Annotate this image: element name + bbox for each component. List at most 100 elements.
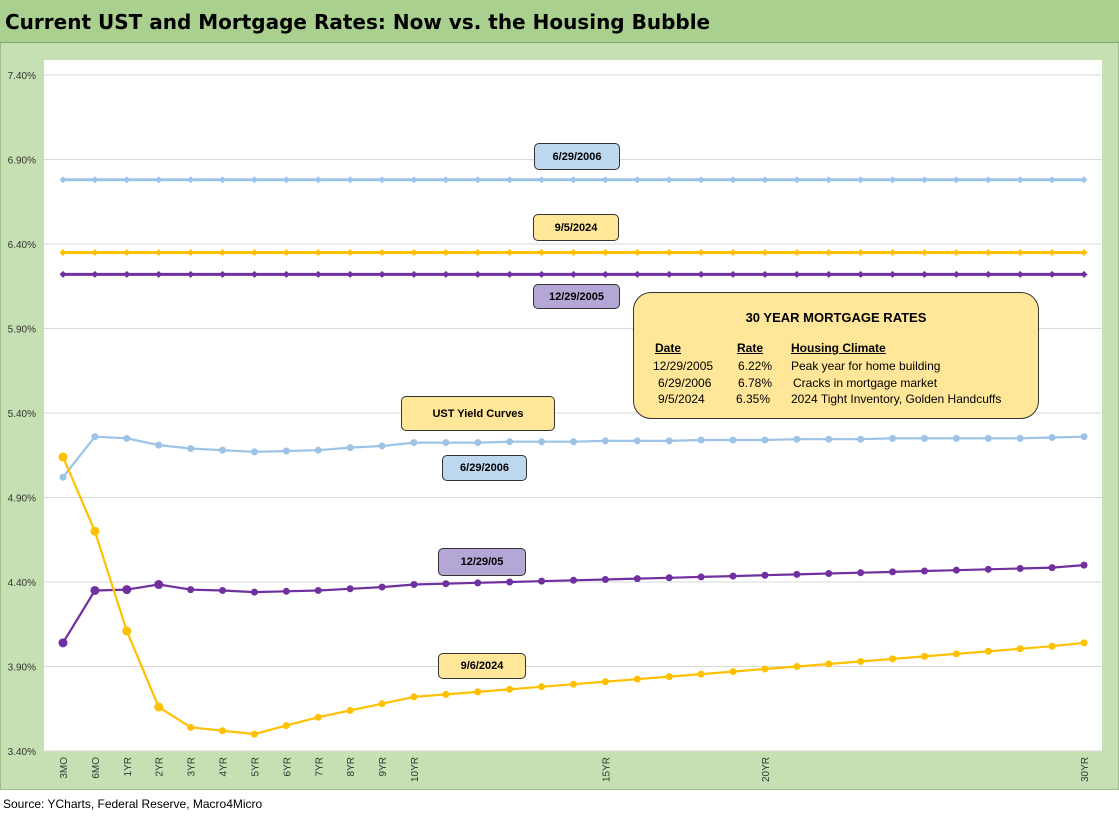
data-point [346,444,354,452]
data-point [155,270,163,278]
data-point [920,248,928,256]
data-point [793,270,801,278]
data-point [920,434,928,442]
data-point [857,435,865,443]
data-point [665,270,673,278]
data-point [729,176,737,184]
data-point [538,577,546,585]
data-point [761,270,769,278]
data-point [920,652,928,660]
mortgage-table-header-date: Date [655,341,682,355]
data-point [506,270,514,278]
data-point [410,439,418,447]
callout-ust-2005: 12/29/05 [438,548,526,576]
data-point [187,270,195,278]
x-tick-label: 3YR [187,757,198,776]
data-point [122,626,132,636]
data-point [1080,561,1088,569]
callout-mortgage-2005: 12/29/2005 [533,284,620,309]
data-point [570,176,577,184]
data-point [984,176,992,184]
data-point [378,442,386,450]
callout-ust-2006: 6/29/2006 [442,455,527,481]
x-tick-label: 7YR [314,757,325,776]
data-point [633,270,641,278]
data-point [570,576,577,584]
data-point [91,270,99,278]
data-point [697,176,705,184]
data-point [633,575,641,583]
data-point [601,678,609,686]
data-point [857,569,865,577]
data-point [857,248,865,256]
data-point [59,270,67,278]
data-point [1016,434,1024,442]
data-point [410,270,418,278]
data-point [378,176,386,184]
x-tick-label: 1YR [123,757,134,776]
data-point [952,650,960,658]
data-point [984,270,992,278]
data-point [506,176,514,184]
data-point [91,433,99,441]
data-point [857,176,865,184]
data-point [346,248,354,256]
mortgage-table-row-date: 9/5/2024 [658,392,705,406]
data-point [282,176,290,184]
mortgage-table-row-date: 12/29/2005 [653,359,714,373]
data-point [1080,639,1088,647]
data-point [378,248,386,256]
data-point [91,248,99,256]
data-point [506,248,514,256]
data-point [282,248,290,256]
data-point [1048,642,1056,650]
data-point [314,446,322,454]
data-point [665,437,673,445]
data-point [1016,645,1024,653]
data-point [346,706,354,714]
data-point [154,580,164,590]
data-point [58,638,68,648]
data-point [123,270,131,278]
data-point [889,176,897,184]
data-point [952,270,960,278]
data-point [442,270,450,278]
data-point [570,270,577,278]
mortgage-table-row-rate: 6.78% [738,376,773,390]
data-point [314,586,322,594]
callout-ust-2024: 9/6/2024 [438,653,526,679]
callout-ust-heading: UST Yield Curves [401,396,555,431]
data-point [570,680,577,688]
data-point [123,434,131,442]
data-point [506,578,514,586]
data-point [889,568,897,576]
data-point [984,434,992,442]
data-point [90,585,100,595]
data-point [538,176,546,184]
data-point [123,176,131,184]
data-point [282,270,290,278]
data-point [219,248,227,256]
data-point [410,176,418,184]
data-point [984,565,992,573]
data-point [761,248,769,256]
y-tick-label: 6.90% [8,156,36,167]
data-point [474,688,482,696]
data-point [570,248,577,256]
data-point [889,655,897,663]
data-point [665,574,673,582]
data-point [538,248,546,256]
x-tick-label: 15YR [601,757,612,782]
data-point [474,176,482,184]
data-point [474,270,482,278]
data-point [761,436,769,444]
x-tick-label: 6MO [91,757,102,779]
data-point [538,270,546,278]
data-point [187,444,195,452]
x-tick-label: 10YR [410,757,421,782]
data-point [601,270,609,278]
data-point [920,176,928,184]
mortgage-table-row-rate: 6.22% [738,359,773,373]
data-point [219,727,227,735]
series-line-ust_2005 [62,564,1085,644]
